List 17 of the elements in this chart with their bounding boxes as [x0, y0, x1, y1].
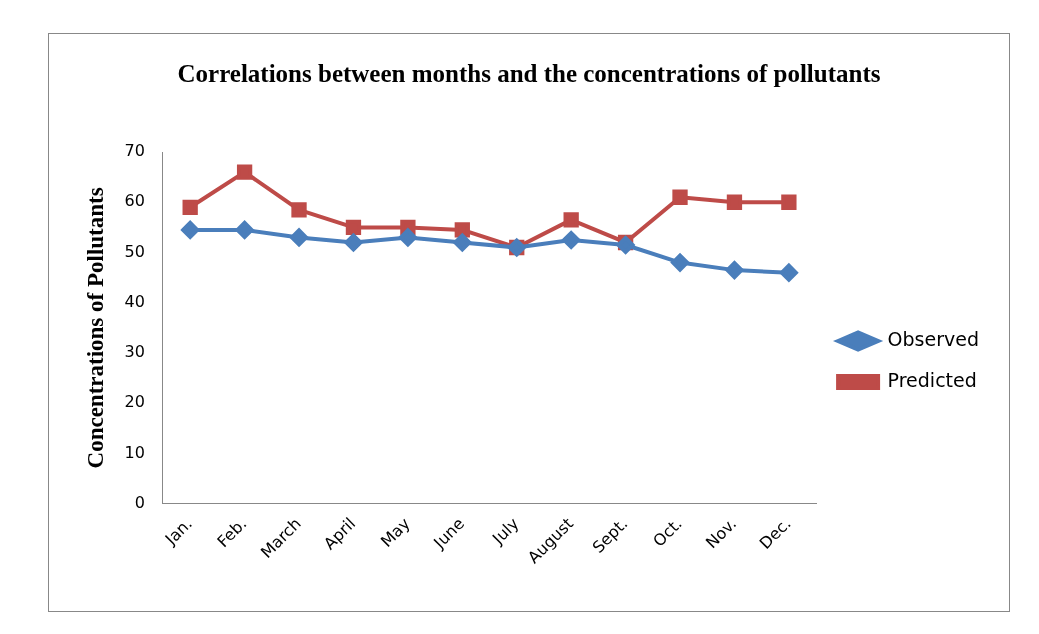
x-tick-label: Dec. [755, 513, 795, 553]
x-tick-label: Nov. [701, 513, 741, 553]
y-tick-label: 70 [124, 141, 145, 161]
y-tick-label: 0 [134, 492, 145, 512]
y-tick-label: 40 [124, 291, 145, 311]
chart-title: Correlations between months and the concentrations of pollutants [176, 59, 882, 89]
y-axis-title: Concentrations of Pollutants [82, 187, 108, 469]
y-tick-label: 50 [124, 241, 145, 261]
x-tick-label: Oct. [649, 513, 686, 551]
y-tick-label: 10 [124, 442, 145, 462]
y-tick-label: 30 [124, 342, 145, 362]
x-tick-label: Jan. [160, 513, 196, 550]
legend-label: Predicted [887, 368, 977, 391]
y-tick-label: 60 [124, 191, 145, 211]
y-tick-label: 20 [124, 392, 145, 412]
legend-label: Observed [887, 327, 980, 350]
x-tick-label: Feb. [213, 513, 251, 552]
